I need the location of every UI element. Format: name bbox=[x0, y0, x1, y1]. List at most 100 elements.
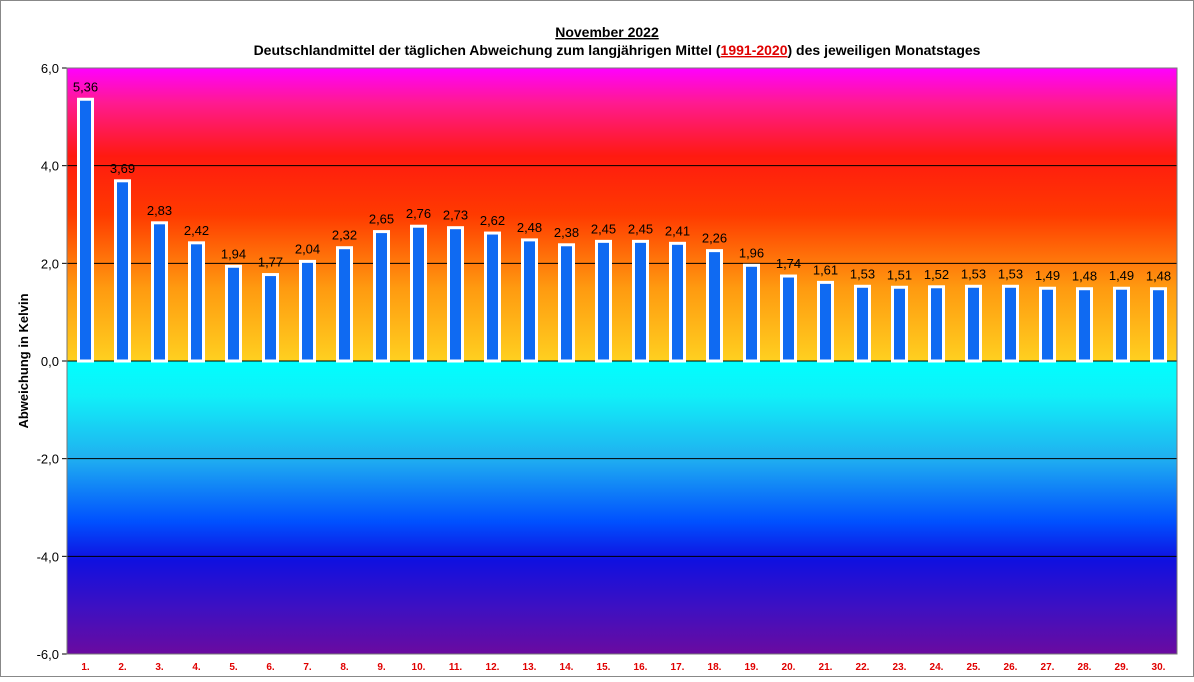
x-tick-label: 5. bbox=[229, 662, 238, 673]
bar bbox=[1002, 284, 1019, 363]
bar bbox=[558, 243, 575, 363]
x-tick-label: 18. bbox=[708, 662, 722, 673]
bar bbox=[854, 284, 871, 363]
x-tick-label: 10. bbox=[412, 662, 426, 673]
bar bbox=[669, 241, 686, 363]
bar bbox=[373, 230, 390, 363]
data-label: 1,77 bbox=[258, 255, 283, 270]
x-tick-label: 11. bbox=[449, 662, 463, 673]
y-tick-label: 4,0 bbox=[41, 159, 59, 174]
data-label: 1,53 bbox=[998, 266, 1023, 281]
x-tick-label: 4. bbox=[192, 662, 201, 673]
bar bbox=[965, 284, 982, 363]
bar bbox=[1076, 287, 1093, 363]
x-tick-label: 17. bbox=[671, 662, 685, 673]
bar bbox=[632, 239, 649, 363]
data-label: 2,41 bbox=[665, 223, 690, 238]
data-label: 2,32 bbox=[332, 228, 357, 243]
x-tick-label: 9. bbox=[377, 662, 386, 673]
y-tick-label: 2,0 bbox=[41, 256, 59, 271]
data-label: 2,26 bbox=[702, 231, 727, 246]
x-tick-label: 16. bbox=[634, 662, 648, 673]
warm-background bbox=[67, 68, 1177, 361]
data-label: 1,53 bbox=[961, 266, 986, 281]
x-tick-label: 12. bbox=[486, 662, 500, 673]
x-tick-label: 26. bbox=[1004, 662, 1018, 673]
x-tick-label: 1. bbox=[81, 662, 90, 673]
subtitle-period: 1991-2020 bbox=[721, 42, 788, 58]
data-label: 2,45 bbox=[628, 221, 653, 236]
x-tick-label: 25. bbox=[967, 662, 981, 673]
data-label: 1,53 bbox=[850, 266, 875, 281]
bar bbox=[1150, 287, 1167, 363]
bar bbox=[447, 226, 464, 363]
x-tick-label: 21. bbox=[819, 662, 833, 673]
bar bbox=[225, 264, 242, 363]
bar bbox=[780, 274, 797, 363]
chart-subtitle: Deutschlandmittel der täglichen Abweichu… bbox=[254, 42, 981, 58]
cold-background bbox=[67, 361, 1177, 654]
x-tick-label: 15. bbox=[597, 662, 611, 673]
data-label: 1,49 bbox=[1035, 268, 1060, 283]
x-tick-label: 19. bbox=[745, 662, 759, 673]
bar bbox=[114, 179, 131, 363]
data-label: 2,65 bbox=[369, 212, 394, 227]
y-tick-label: -6,0 bbox=[37, 647, 59, 662]
data-label: 2,73 bbox=[443, 208, 468, 223]
data-label: 2,42 bbox=[184, 223, 209, 238]
bar bbox=[299, 259, 316, 363]
y-tick-label: 6,0 bbox=[41, 61, 59, 76]
data-label: 2,38 bbox=[554, 225, 579, 240]
bar bbox=[595, 239, 612, 363]
bar bbox=[262, 273, 279, 363]
bar bbox=[817, 280, 834, 363]
bar bbox=[706, 249, 723, 363]
x-tick-label: 24. bbox=[930, 662, 944, 673]
x-tick-label: 6. bbox=[266, 662, 275, 673]
subtitle-part: Deutschlandmittel der täglichen Abweichu… bbox=[254, 42, 721, 58]
y-axis-label: Abweichung in Kelvin bbox=[16, 293, 31, 428]
x-tick-label: 27. bbox=[1041, 662, 1055, 673]
bar bbox=[1039, 286, 1056, 363]
x-tick-label: 28. bbox=[1078, 662, 1092, 673]
data-label: 2,45 bbox=[591, 221, 616, 236]
bar bbox=[336, 246, 353, 363]
data-label: 1,96 bbox=[739, 245, 764, 260]
subtitle-part: ) des jeweiligen Monatstages bbox=[788, 42, 981, 58]
bar bbox=[521, 238, 538, 363]
data-label: 1,51 bbox=[887, 267, 912, 282]
x-tick-label: 20. bbox=[782, 662, 796, 673]
data-label: 3,69 bbox=[110, 161, 135, 176]
bar bbox=[151, 221, 168, 363]
plot-area: -6,0 -4,0 -2,0 0,0 2,0 4,0 6,0 1. 5,36 2. 3,69 3. 2,… bbox=[37, 61, 1178, 673]
bar bbox=[928, 285, 945, 363]
data-label: 1,74 bbox=[776, 256, 801, 271]
y-tick-label: -4,0 bbox=[37, 549, 59, 564]
data-label: 1,48 bbox=[1146, 269, 1171, 284]
y-tick-label: -2,0 bbox=[37, 452, 59, 467]
x-tick-label: 30. bbox=[1152, 662, 1166, 673]
data-label: 1,49 bbox=[1109, 268, 1134, 283]
x-tick-label: 13. bbox=[523, 662, 537, 673]
bar bbox=[891, 285, 908, 363]
bar bbox=[410, 224, 427, 363]
data-label: 1,52 bbox=[924, 267, 949, 282]
data-label: 2,04 bbox=[295, 241, 320, 256]
bar bbox=[188, 241, 205, 363]
bar bbox=[77, 97, 94, 363]
data-label: 1,48 bbox=[1072, 269, 1097, 284]
y-tick-label: 0,0 bbox=[41, 354, 59, 369]
data-label: 2,62 bbox=[480, 213, 505, 228]
data-label: 5,36 bbox=[73, 79, 98, 94]
bar bbox=[484, 231, 501, 363]
chart-title: November 2022 bbox=[555, 24, 659, 40]
data-label: 2,83 bbox=[147, 203, 172, 218]
data-label: 1,94 bbox=[221, 246, 246, 261]
x-tick-label: 8. bbox=[340, 662, 349, 673]
x-tick-label: 23. bbox=[893, 662, 907, 673]
x-tick-label: 14. bbox=[560, 662, 574, 673]
bar bbox=[1113, 286, 1130, 363]
data-label: 1,61 bbox=[813, 262, 838, 277]
